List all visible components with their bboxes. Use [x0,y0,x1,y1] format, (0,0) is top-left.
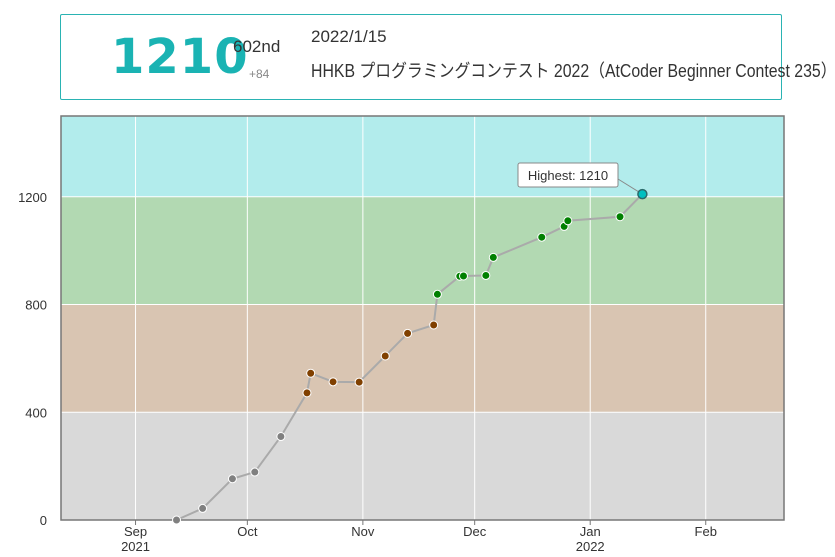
rating-point [198,503,208,513]
y-tick-label: 1200 [18,190,47,205]
rating-point [488,252,498,262]
rating-point [276,432,286,442]
x-tick-year-label: 2022 [576,539,605,554]
y-tick-label: 800 [25,298,47,313]
highest-annotation-box [517,162,619,188]
rating-point [306,368,316,378]
plot-frame [60,115,785,521]
contest-date: 2022/1/15 [311,27,387,46]
current-rating: 1210 [111,29,249,85]
rating-point [563,216,573,226]
rating-point [354,377,364,387]
rating-band-0 [61,412,784,520]
rating-point [302,388,312,398]
rating-point [537,232,547,242]
rating-band-1 [61,304,784,413]
rating-point [429,320,439,330]
rating-point [250,467,260,477]
rating-point [380,351,390,361]
x-tick-label: Sep [124,524,147,539]
x-tick-year-label: 2021 [121,539,150,554]
rating-band-2 [61,196,784,305]
rating-point [172,515,182,525]
contest-name[interactable]: HHKB プログラミングコンテスト 2022（AtCoder Beginner … [311,61,835,81]
rating-diff: +84 [249,67,270,81]
rating-point [328,377,338,387]
rating-point [432,289,442,299]
rating-point [637,188,648,200]
rating-point [458,271,468,281]
rating-point [481,270,491,280]
rating-line [176,193,644,521]
rating-band-3 [61,116,784,197]
x-tick-label: Dec [463,524,487,539]
x-tick-label: Oct [237,524,258,539]
y-tick-label: 400 [25,405,47,420]
rating-point [227,474,237,484]
x-tick-label: Feb [695,524,717,539]
contest-info-card: 1210 602nd +84 2022/1/15 HHKB プログラミングコンテ… [60,14,835,100]
x-tick-label: Jan [580,524,601,539]
y-tick-label: 0 [40,513,47,528]
highest-annotation-text: Highest: 1210 [528,168,608,183]
x-tick-label: Nov [351,524,375,539]
rating-point [615,212,625,222]
contest-place: 602nd [233,37,281,56]
rating-point [403,328,413,338]
